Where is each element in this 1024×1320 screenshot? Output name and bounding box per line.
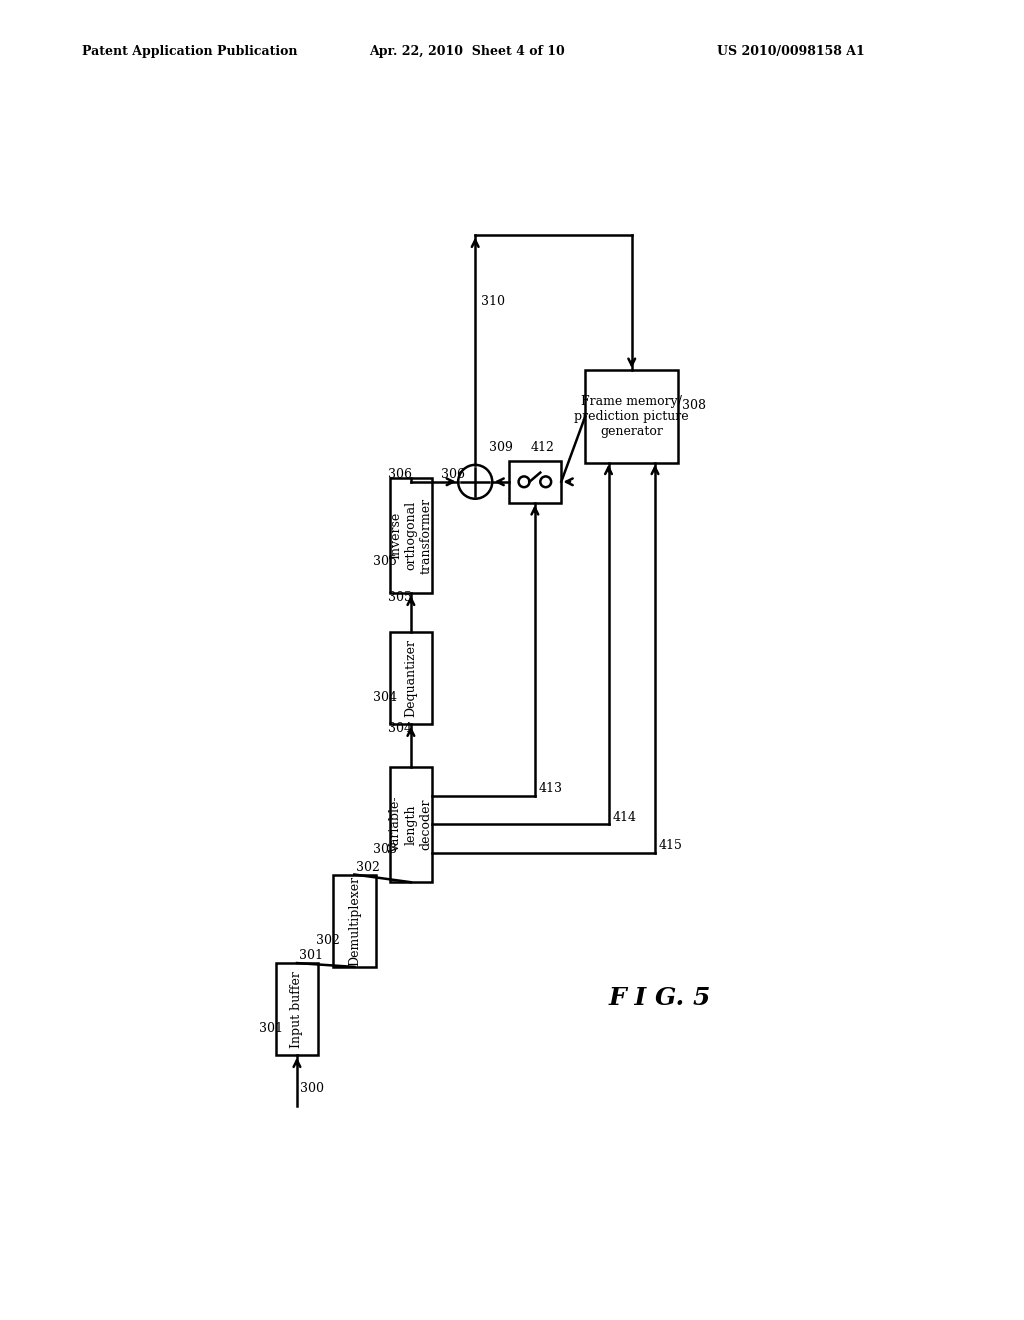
Text: Inverse
orthogonal
transformer: Inverse orthogonal transformer bbox=[389, 498, 432, 574]
Bar bbox=[389, 632, 432, 725]
Text: Demultiplexer: Demultiplexer bbox=[348, 875, 360, 966]
Text: Patent Application Publication: Patent Application Publication bbox=[82, 45, 297, 58]
Bar bbox=[275, 964, 318, 1056]
Bar bbox=[586, 370, 678, 462]
Text: 305: 305 bbox=[388, 591, 412, 605]
Text: Frame memory/
prediction picture
generator: Frame memory/ prediction picture generat… bbox=[574, 395, 689, 438]
Bar bbox=[509, 461, 561, 503]
Bar bbox=[389, 478, 432, 594]
Text: Dequantizer: Dequantizer bbox=[404, 639, 418, 717]
Text: F I G. 5: F I G. 5 bbox=[608, 986, 711, 1010]
Text: 306: 306 bbox=[388, 469, 412, 480]
Text: Apr. 22, 2010  Sheet 4 of 10: Apr. 22, 2010 Sheet 4 of 10 bbox=[369, 45, 564, 58]
Text: 412: 412 bbox=[531, 441, 555, 454]
Text: 304: 304 bbox=[373, 692, 396, 705]
Text: 306: 306 bbox=[441, 469, 465, 480]
Text: 415: 415 bbox=[658, 840, 683, 853]
Text: Input buffer: Input buffer bbox=[291, 970, 303, 1048]
Text: 301: 301 bbox=[259, 1023, 283, 1035]
Bar bbox=[389, 767, 432, 882]
Text: 301: 301 bbox=[299, 949, 323, 962]
Text: 309: 309 bbox=[489, 441, 513, 454]
Text: US 2010/0098158 A1: US 2010/0098158 A1 bbox=[717, 45, 864, 58]
Text: 302: 302 bbox=[356, 861, 380, 874]
Bar bbox=[333, 875, 376, 966]
Text: 413: 413 bbox=[539, 781, 563, 795]
Text: 305: 305 bbox=[373, 554, 396, 568]
Text: 308: 308 bbox=[682, 399, 707, 412]
Text: 304: 304 bbox=[388, 722, 412, 735]
Text: 300: 300 bbox=[300, 1082, 324, 1096]
Text: 303: 303 bbox=[373, 843, 396, 857]
Text: 310: 310 bbox=[481, 294, 506, 308]
Text: 302: 302 bbox=[316, 933, 340, 946]
Text: Variable-
length
decoder: Variable- length decoder bbox=[389, 796, 432, 853]
Text: 414: 414 bbox=[612, 810, 636, 824]
